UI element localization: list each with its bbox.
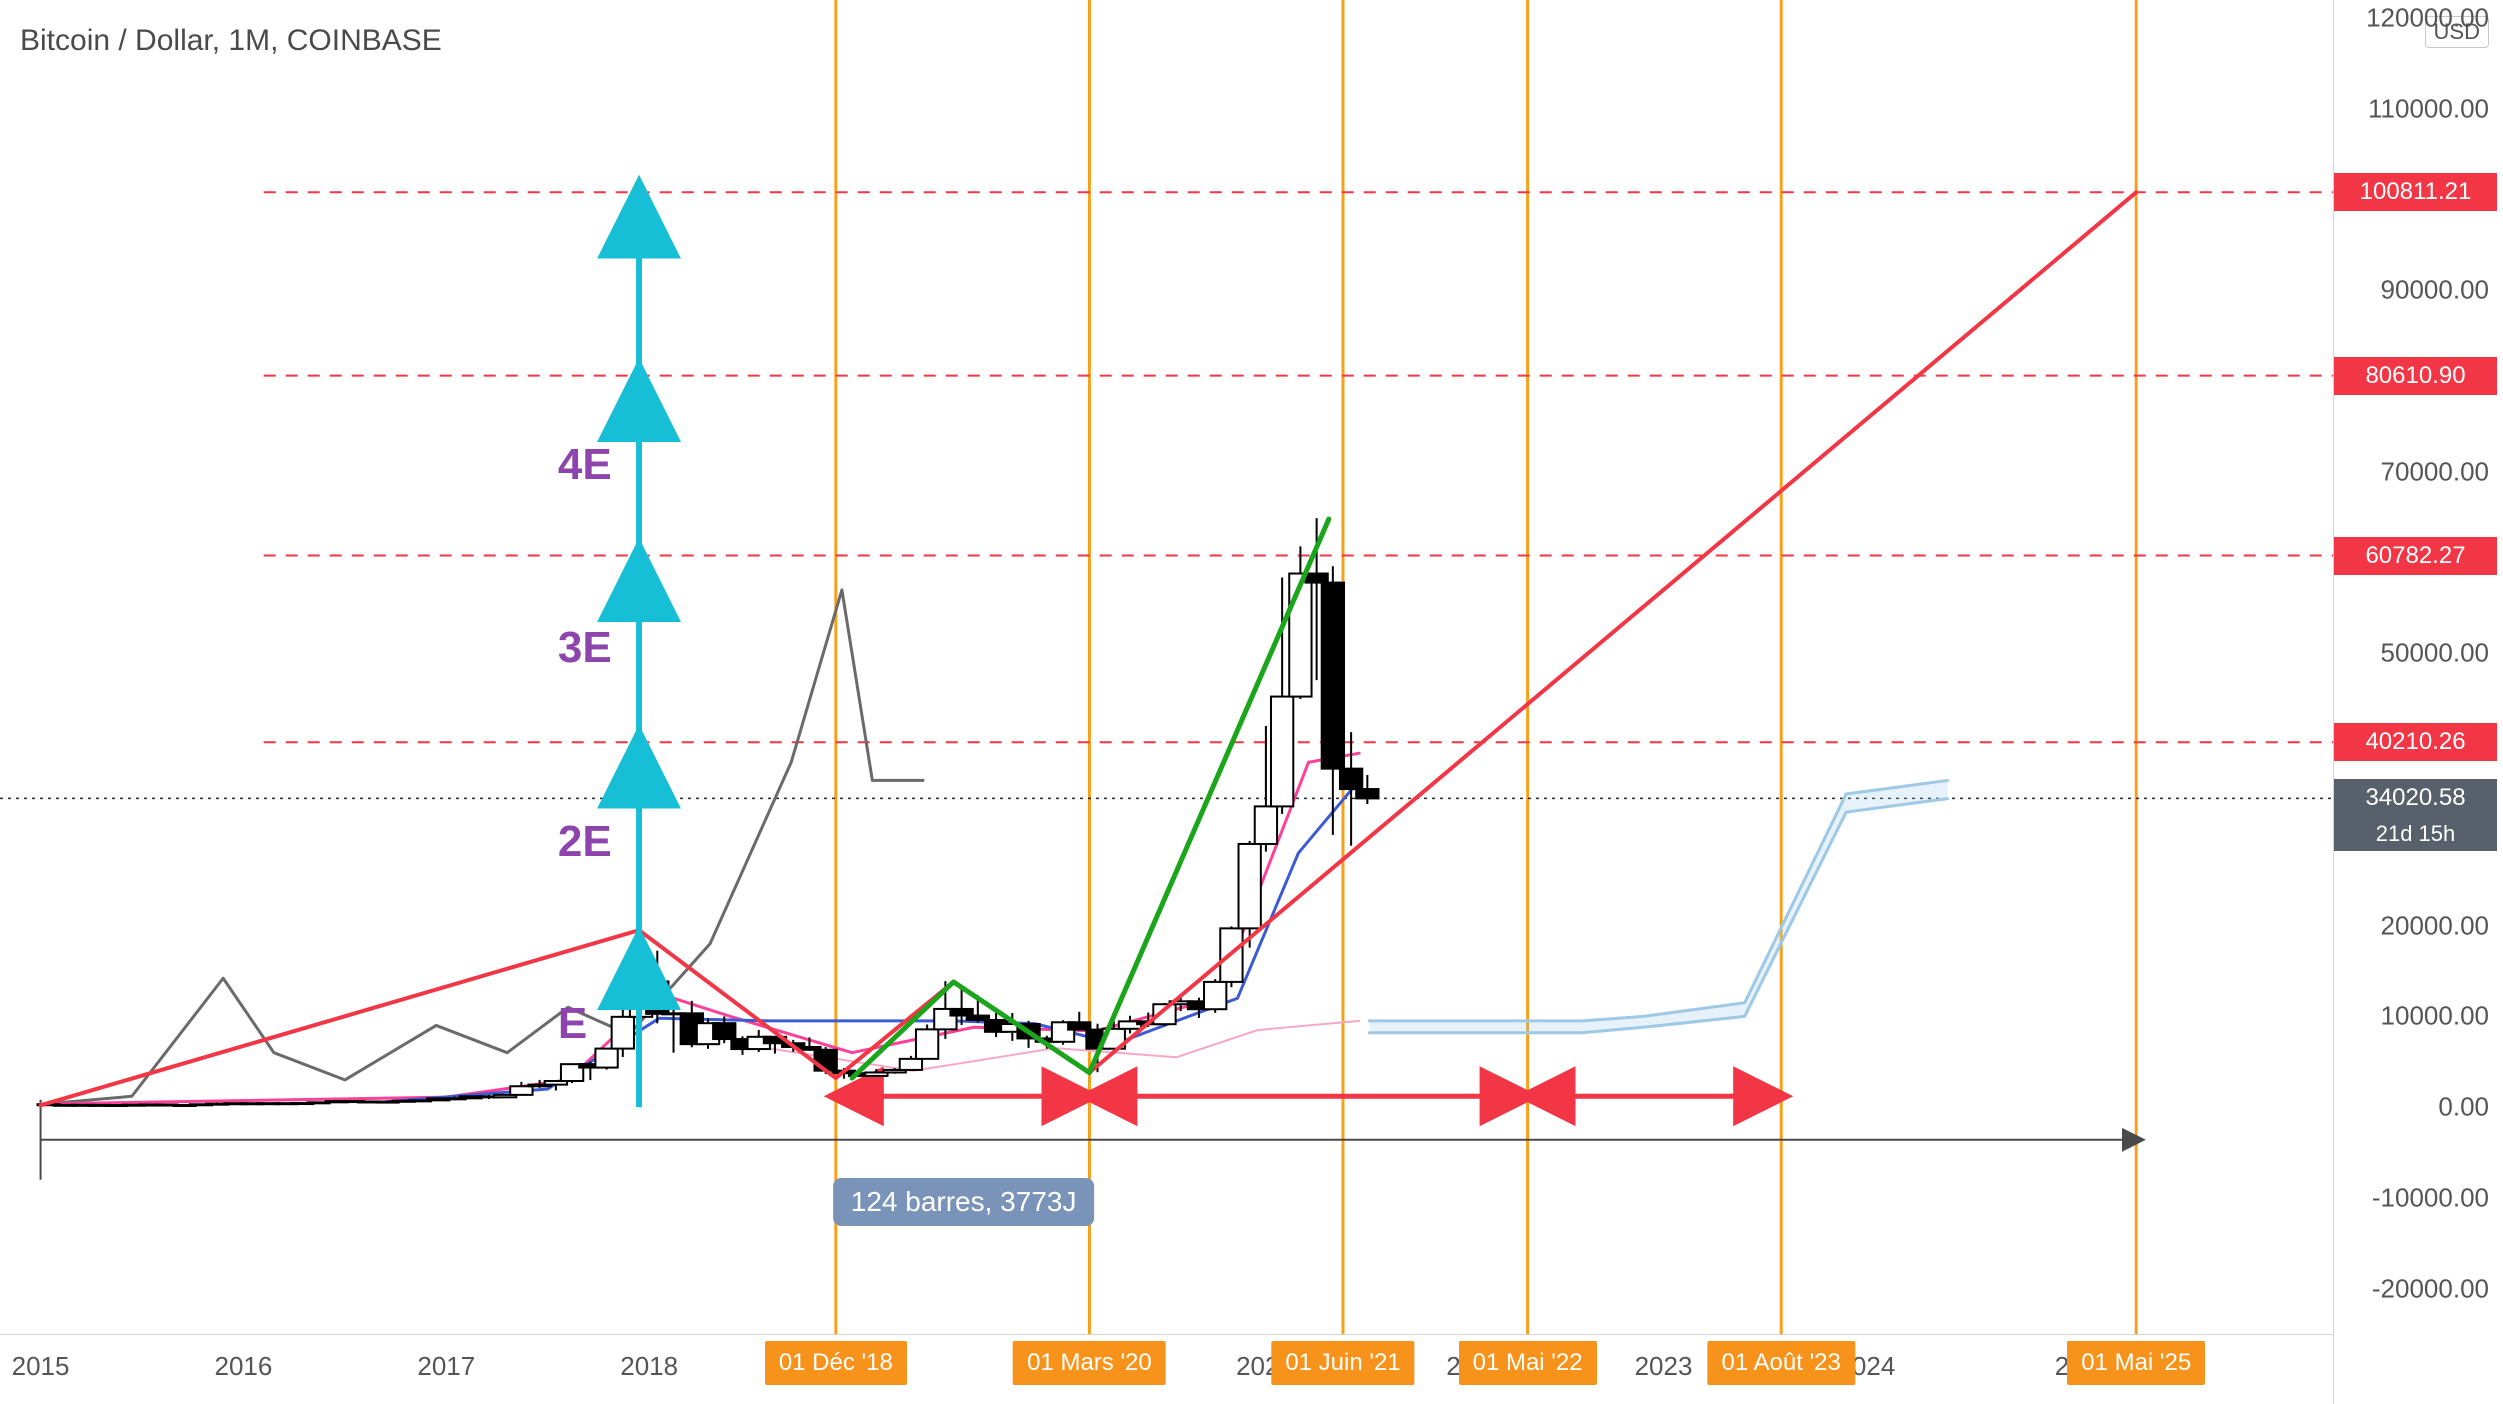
extension-label: 2E	[558, 817, 612, 867]
x-date-tag[interactable]: 01 Mai '22	[1459, 1341, 1597, 1385]
current-price-tag[interactable]: 34020.58	[2334, 779, 2497, 817]
y-tick-label: -10000.00	[2372, 1182, 2489, 1213]
y-tick-label: 0.00	[2438, 1092, 2489, 1123]
x-date-tag[interactable]: 01 Juin '21	[1271, 1341, 1414, 1385]
chart-root: Bitcoin / Dollar, 1M, COINBASE 124 barre…	[0, 0, 2503, 1404]
y-tick-label: -20000.00	[2372, 1273, 2489, 1304]
price-level-tag[interactable]: 80610.90	[2334, 357, 2497, 395]
x-tick-label: 2018	[620, 1351, 678, 1382]
x-axis[interactable]: 20152016201720182020202320242022020 01 D…	[0, 1334, 2333, 1404]
price-level-tag[interactable]: 100811.21	[2334, 173, 2497, 211]
plot-svg	[0, 0, 2333, 1334]
y-tick-label: 110000.00	[2368, 93, 2489, 124]
x-tick-label: 2023	[1635, 1351, 1693, 1382]
y-tick-label: 120000.00	[2366, 3, 2489, 34]
extension-label: E	[558, 999, 587, 1049]
plot-area[interactable]: 124 barres, 3773J E 2E 3E 4E	[0, 0, 2333, 1334]
x-date-tag[interactable]: 01 Août '23	[1708, 1341, 1855, 1385]
range-badge[interactable]: 124 barres, 3773J	[833, 1178, 1095, 1226]
extension-label: 3E	[558, 623, 612, 673]
y-axis[interactable]: USD -20000.00-10000.000.0010000.0020000.…	[2333, 0, 2503, 1404]
bar-countdown-tag: 21d 15h	[2334, 817, 2497, 851]
x-tick-label: 2015	[12, 1351, 70, 1382]
y-tick-label: 90000.00	[2381, 275, 2489, 306]
x-tick-label: 2017	[417, 1351, 475, 1382]
y-tick-label: 20000.00	[2381, 910, 2489, 941]
x-tick-label: 2016	[215, 1351, 273, 1382]
y-tick-label: 50000.00	[2381, 638, 2489, 669]
price-level-tag[interactable]: 60782.27	[2334, 537, 2497, 575]
x-date-tag[interactable]: 01 Mars '20	[1013, 1341, 1166, 1385]
x-date-tag[interactable]: 01 Déc '18	[765, 1341, 907, 1385]
price-level-tag[interactable]: 40210.26	[2334, 723, 2497, 761]
y-tick-label: 70000.00	[2381, 456, 2489, 487]
extension-label: 4E	[558, 440, 612, 490]
x-date-tag[interactable]: 01 Mai '25	[2067, 1341, 2205, 1385]
y-tick-label: 10000.00	[2381, 1001, 2489, 1032]
